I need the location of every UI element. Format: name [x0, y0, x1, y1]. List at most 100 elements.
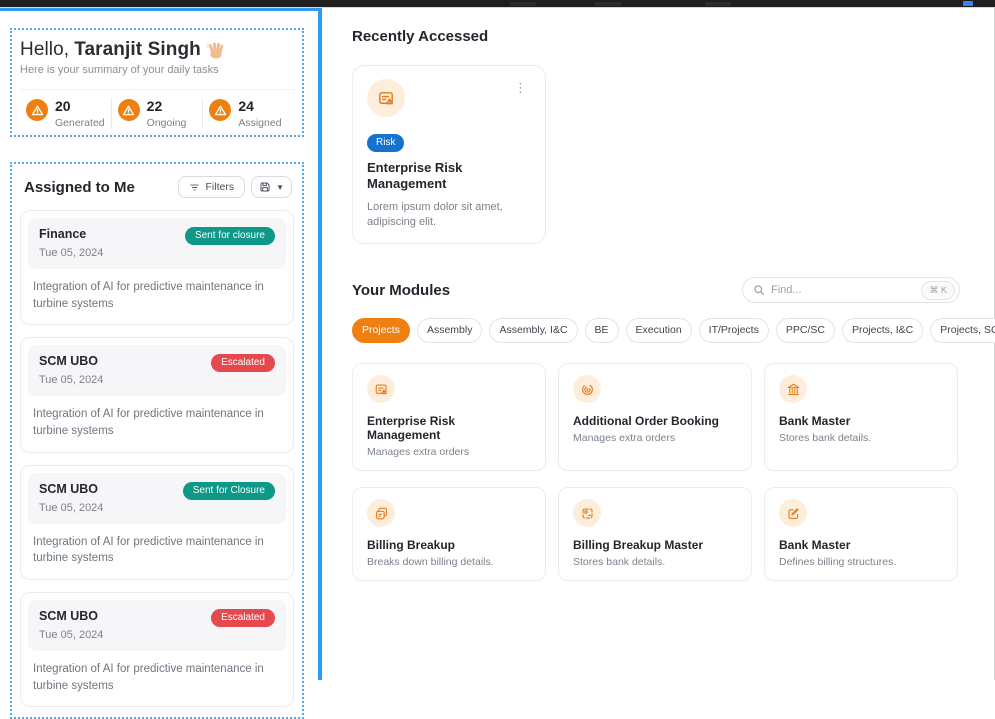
module-title: Bank Master: [779, 538, 943, 552]
chip-projects-ic[interactable]: Projects, I&C: [842, 318, 923, 343]
task-date: Tue 05, 2024: [39, 247, 103, 259]
module-subtitle: Manages extra orders: [367, 446, 531, 458]
warning-icon: [26, 99, 48, 121]
risk-document-icon: [367, 375, 395, 403]
task-card[interactable]: SCM UBO Tue 05, 2024 Escalated Integrati…: [20, 337, 294, 452]
task-card[interactable]: SCM UBO Tue 05, 2024 Escalated Integrati…: [20, 592, 294, 707]
recent-card-title: Enterprise Risk Management: [367, 160, 531, 193]
chip-projects[interactable]: Projects: [352, 318, 410, 343]
status-badge: Escalated: [211, 609, 275, 627]
browser-extension-icon: [963, 1, 973, 6]
browser-chrome-sliver: [0, 0, 995, 8]
task-title: SCM UBO: [39, 354, 103, 368]
tab-sliver: [595, 2, 621, 6]
save-icon: [259, 181, 271, 193]
module-subtitle: Defines billing structures.: [779, 556, 943, 568]
greeting-line: Hello, Taranjit Singh: [20, 39, 294, 61]
greeting-prefix: Hello,: [20, 39, 69, 61]
task-description: Integration of AI for predictive mainten…: [28, 524, 286, 579]
risk-tag-badge: Risk: [367, 134, 404, 152]
status-badge: Escalated: [211, 354, 275, 372]
order-booking-icon: [573, 375, 601, 403]
warning-icon: [209, 99, 231, 121]
module-subtitle: Breaks down billing details.: [367, 556, 531, 568]
recently-accessed-card[interactable]: ⋮ Risk Enterprise Risk Management Lorem …: [352, 65, 546, 244]
chip-execution[interactable]: Execution: [626, 318, 692, 343]
module-title: Enterprise Risk Management: [367, 414, 531, 442]
module-title: Billing Breakup Master: [573, 538, 737, 552]
chip-assembly-ic[interactable]: Assembly, I&C: [489, 318, 577, 343]
recently-accessed-title: Recently Accessed: [352, 28, 960, 45]
assigned-to-me-section: Assigned to Me Filters: [10, 162, 304, 719]
task-description: Integration of AI for predictive mainten…: [28, 269, 286, 324]
module-subtitle: Stores bank details.: [573, 556, 737, 568]
task-title: SCM UBO: [39, 609, 103, 623]
chip-it-projects[interactable]: IT/Projects: [699, 318, 769, 343]
stat-value: 20: [55, 98, 105, 114]
search-icon: [753, 284, 765, 296]
status-badge: Sent for Closure: [183, 482, 275, 500]
module-subtitle: Stores bank details.: [779, 432, 943, 444]
warning-icon: [118, 99, 140, 121]
main-content-panel: Recently Accessed ⋮ Risk Enterprise Risk…: [326, 8, 994, 680]
filters-button-label: Filters: [205, 181, 234, 193]
task-date: Tue 05, 2024: [39, 629, 103, 641]
module-search-box[interactable]: ⌘ K: [742, 277, 960, 303]
tab-sliver: [510, 2, 536, 6]
your-modules-title: Your Modules: [352, 282, 450, 299]
billing-copy-icon: [367, 499, 395, 527]
filter-icon: [189, 182, 200, 193]
task-card[interactable]: Finance Tue 05, 2024 Sent for closure In…: [20, 210, 294, 325]
assigned-to-me-title: Assigned to Me: [24, 179, 135, 196]
task-date: Tue 05, 2024: [39, 502, 103, 514]
module-card[interactable]: Enterprise Risk Management Manages extra…: [352, 363, 546, 471]
search-input[interactable]: [771, 284, 915, 296]
status-badge: Sent for closure: [185, 227, 275, 245]
task-title: Finance: [39, 227, 103, 241]
user-name: Taranjit Singh: [74, 39, 201, 61]
risk-document-icon: [367, 79, 405, 117]
module-filter-chips: Projects Assembly Assembly, I&C BE Execu…: [352, 318, 960, 343]
module-subtitle: Manages extra orders: [573, 432, 737, 444]
task-description: Integration of AI for predictive mainten…: [28, 396, 286, 451]
stat-generated: 20 Generated: [20, 98, 111, 129]
kebab-menu-icon[interactable]: ⋮: [510, 79, 531, 96]
module-title: Additional Order Booking: [573, 414, 737, 428]
module-card[interactable]: Bank Master Defines billing structures.: [764, 487, 958, 581]
greeting-summary-section: Hello, Taranjit Singh Here is your summa…: [10, 28, 304, 137]
module-card[interactable]: Billing Breakup Master Stores bank detai…: [558, 487, 752, 581]
edit-square-icon: [779, 499, 807, 527]
stat-label: Assigned: [238, 117, 281, 129]
module-card[interactable]: Bank Master Stores bank details.: [764, 363, 958, 471]
chip-ppc-sc[interactable]: PPC/SC: [776, 318, 835, 343]
filters-button[interactable]: Filters: [178, 176, 245, 198]
bank-building-icon: [779, 375, 807, 403]
billing-receipt-icon: [573, 499, 601, 527]
task-card[interactable]: SCM UBO Tue 05, 2024 Sent for Closure In…: [20, 465, 294, 580]
greeting-subtitle: Here is your summary of your daily tasks: [20, 64, 294, 76]
task-stats-row: 20 Generated 22 Ongoing: [20, 89, 294, 129]
keyboard-shortcut-badge: ⌘ K: [921, 281, 955, 300]
stat-ongoing: 22 Ongoing: [111, 98, 203, 129]
stat-label: Ongoing: [147, 117, 187, 129]
stat-value: 22: [147, 98, 187, 114]
recent-card-description: Lorem ipsum dolor sit amet, adipiscing e…: [367, 200, 531, 231]
dashboard-page: { "topbar": { "accent_color": "#3b82f6" …: [0, 0, 995, 680]
module-card[interactable]: Additional Order Booking Manages extra o…: [558, 363, 752, 471]
chip-be[interactable]: BE: [585, 318, 619, 343]
module-cards-grid: Enterprise Risk Management Manages extra…: [352, 363, 960, 581]
stat-assigned: 24 Assigned: [202, 98, 294, 129]
module-title: Billing Breakup: [367, 538, 531, 552]
save-view-button[interactable]: ▼: [251, 176, 292, 198]
chip-projects-scm[interactable]: Projects, SCM: [930, 318, 995, 343]
task-date: Tue 05, 2024: [39, 374, 103, 386]
chip-assembly[interactable]: Assembly: [417, 318, 483, 343]
tab-sliver: [705, 2, 731, 6]
stat-value: 24: [238, 98, 281, 114]
module-card[interactable]: Billing Breakup Breaks down billing deta…: [352, 487, 546, 581]
module-title: Bank Master: [779, 414, 943, 428]
chevron-down-icon: ▼: [276, 183, 284, 192]
task-description: Integration of AI for predictive mainten…: [28, 651, 286, 706]
left-sidebar-panel: Hello, Taranjit Singh Here is your summa…: [0, 8, 322, 680]
wave-emoji-icon: [206, 40, 226, 60]
